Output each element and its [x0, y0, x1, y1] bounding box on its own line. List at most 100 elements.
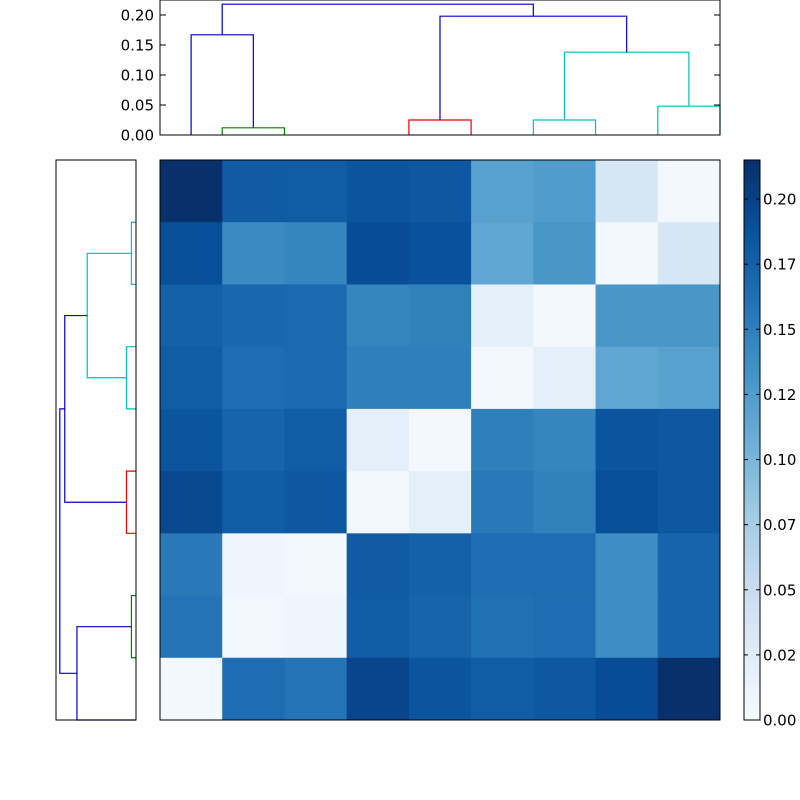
heatmap-cell-r3-c1 [222, 346, 285, 410]
heatmap-cell-r8-c7 [595, 657, 659, 721]
heatmap-cell-r8-c1 [222, 657, 285, 721]
heatmap-cell-r4-c1 [222, 408, 285, 472]
heatmap-cell-r2-c4 [408, 284, 472, 348]
top-dendrogram-link-3 [532, 119, 597, 135]
heatmap-cell-r5-c6 [533, 471, 596, 534]
top-ytick-label: 0.15 [121, 37, 154, 55]
heatmap-cell-r1-c8 [657, 222, 721, 285]
top-dendrogram-link-2 [408, 119, 472, 135]
heatmap-cell-r5-c2 [284, 471, 348, 534]
heatmap-grid [160, 160, 721, 721]
heatmap-cell-r1-c0 [160, 222, 223, 285]
heatmap-cell-r7-c3 [346, 595, 410, 659]
heatmap-cell-r2-c5 [471, 284, 534, 348]
heatmap-cell-r8-c3 [346, 657, 410, 721]
top-dendrogram-frame [159, 0, 721, 136]
colorbar-tick-label: 0.05 [763, 581, 796, 599]
heatmap-cell-r5-c7 [595, 471, 659, 534]
heatmap-cell-r4-c4 [408, 408, 472, 472]
colorbar-tick-label: 0.17 [763, 256, 796, 274]
colorbar-tick-label: 0.10 [763, 451, 796, 469]
heatmap-frame [159, 159, 721, 721]
heatmap-cell-r0-c7 [595, 160, 659, 223]
left-dendrogram-link-2 [86, 252, 132, 379]
heatmap-cell-r3-c0 [160, 346, 223, 410]
heatmap-cell-r2-c0 [160, 284, 223, 348]
heatmap-cell-r1-c2 [284, 222, 348, 285]
colorbar-tick-label: 0.15 [763, 321, 796, 339]
heatmap-cell-r6-c5 [471, 533, 534, 596]
heatmap-cell-r6-c8 [657, 533, 721, 596]
left-dendrogram-frame [55, 159, 137, 721]
heatmap-cell-r1-c4 [408, 222, 472, 285]
heatmap-cell-r1-c6 [533, 222, 596, 285]
heatmap-cell-r6-c1 [222, 533, 285, 596]
top-dendrogram-link-1 [190, 34, 254, 135]
heatmap-cell-r3-c6 [533, 346, 596, 410]
heatmap-cell-r7-c0 [160, 595, 223, 659]
colorbar-axis: 0.00 0.02 0.05 0.07 0.10 0.12 0.15 0.17 0.20 [744, 191, 796, 730]
heatmap-cell-r7-c4 [408, 595, 472, 659]
top-ytick-label: 0.20 [121, 7, 154, 25]
heatmap-cell-r4-c3 [346, 408, 410, 472]
heatmap-cell-r6-c7 [595, 533, 659, 596]
heatmap-cell-r1-c5 [471, 222, 534, 285]
left-dendrogram-link-4 [64, 314, 127, 503]
heatmap-cell-r6-c3 [346, 533, 410, 596]
heatmap-cell-r1-c7 [595, 222, 659, 285]
colorbar-tick-label: 0.07 [763, 516, 796, 534]
left-dendrogram-link-0 [130, 221, 136, 286]
colorbar-tick-label: 0.00 [763, 712, 796, 730]
heatmap-cell-r8-c2 [284, 657, 348, 721]
colorbar-tick-label: 0.02 [763, 646, 796, 664]
heatmap-cell-r7-c6 [533, 595, 596, 659]
colorbar-tick-label: 0.12 [763, 386, 796, 404]
heatmap-cell-r2-c3 [346, 284, 410, 348]
heatmap-cell-r4-c7 [595, 408, 659, 472]
heatmap-cell-r4-c6 [533, 408, 596, 472]
heatmap-cell-r7-c1 [222, 595, 285, 659]
heatmap-cell-r5-c1 [222, 471, 285, 534]
top-ytick-label: 0.00 [121, 127, 154, 145]
top-dendrogram-link-0 [221, 127, 286, 135]
heatmap-cell-r7-c5 [471, 595, 534, 659]
heatmap-cell-r0-c3 [346, 160, 410, 223]
heatmap-cell-r0-c6 [533, 160, 596, 223]
left-dendrogram-link-6 [76, 626, 136, 721]
heatmap-cell-r3-c7 [595, 346, 659, 410]
heatmap-cell-r3-c8 [657, 346, 721, 410]
heatmap-cell-r6-c2 [284, 533, 348, 596]
heatmap-cell-r1-c1 [222, 222, 285, 285]
top-dendrogram [190, 3, 721, 135]
heatmap-cell-r3-c5 [471, 346, 534, 410]
left-dendrogram-link-5 [130, 594, 136, 659]
colorbar [743, 159, 761, 721]
heatmap-cell-r5-c0 [160, 471, 223, 534]
left-dendrogram-link-7 [59, 408, 77, 674]
left-dendrogram [59, 221, 136, 721]
heatmap-cell-r4-c2 [284, 408, 348, 472]
heatmap-cell-r6-c6 [533, 533, 596, 596]
heatmap-cell-r8-c0 [160, 657, 223, 721]
heatmap-cell-r1-c3 [346, 222, 410, 285]
heatmap-cell-r0-c8 [657, 160, 721, 223]
heatmap-cell-r0-c1 [222, 160, 285, 223]
heatmap-cell-r5-c3 [346, 471, 410, 534]
heatmap-cell-r7-c8 [657, 595, 721, 659]
top-dendrogram-link-5 [563, 51, 690, 120]
top-dendrogram-link-4 [657, 105, 721, 135]
heatmap-cell-r0-c2 [284, 160, 348, 223]
heatmap-cell-r5-c4 [408, 471, 472, 534]
colorbar-tick-label: 0.20 [763, 191, 796, 209]
heatmap-cell-r3-c4 [408, 346, 472, 410]
heatmap-cell-r4-c8 [657, 408, 721, 472]
top-dendrogram-y-axis: 0.00 0.05 0.10 0.15 0.20 [121, 7, 720, 145]
heatmap-cell-r6-c0 [160, 533, 223, 596]
heatmap-cell-r8-c8 [657, 657, 721, 721]
heatmap-cell-r2-c2 [284, 284, 348, 348]
top-ytick-label: 0.05 [121, 97, 154, 115]
heatmap-cell-r4-c0 [160, 408, 223, 472]
heatmap-cell-r0-c0 [160, 160, 223, 223]
heatmap-cell-r0-c4 [408, 160, 472, 223]
